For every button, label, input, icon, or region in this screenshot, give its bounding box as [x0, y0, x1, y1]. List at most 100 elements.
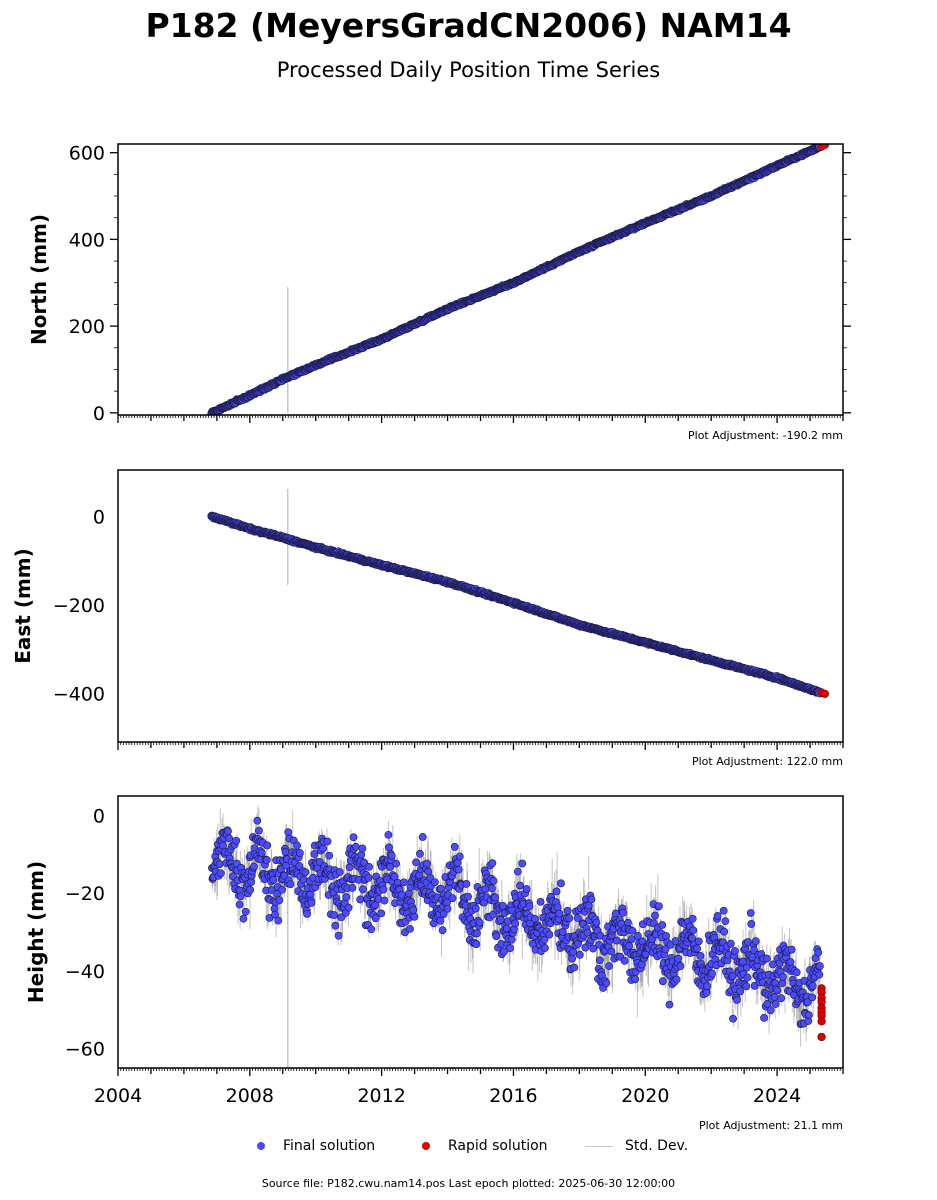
final-solution-point	[563, 906, 572, 915]
final-solution-point	[455, 852, 464, 861]
legend: Final solution Rapid solution Std. Dev.	[0, 1138, 937, 1158]
final-solution-point	[448, 894, 457, 903]
final-solution-point	[365, 862, 373, 871]
final-solution-point	[730, 947, 739, 955]
final-solution-point	[786, 958, 795, 967]
final-solution-point	[595, 956, 604, 965]
final-solution-point	[672, 975, 681, 984]
final-solution-point	[464, 892, 472, 901]
y-axis-label: North (mm)	[27, 214, 51, 345]
final-solution-point	[625, 942, 633, 950]
final-solution-point	[620, 956, 629, 965]
final-solution-point	[541, 944, 549, 952]
final-solution-point	[269, 875, 278, 884]
final-solution-point	[409, 905, 418, 914]
final-solution-point	[545, 930, 554, 939]
y-axis-label: East (mm)	[11, 548, 35, 664]
final-solution-point	[250, 862, 258, 871]
final-solution-point	[557, 879, 565, 888]
final-solution-point	[651, 911, 659, 920]
final-solution-point	[573, 914, 582, 922]
plot-frame	[117, 469, 844, 743]
final-solution-point	[568, 954, 576, 963]
final-solution-point	[583, 928, 592, 937]
final-solution-point	[808, 993, 817, 1002]
final-solution-point	[307, 898, 316, 907]
final-solution-point	[733, 996, 741, 1004]
final-solution-point	[658, 977, 667, 986]
final-solution-point	[771, 1000, 780, 1008]
final-solution-point	[565, 914, 574, 923]
final-solution-point	[766, 1006, 775, 1015]
final-solution-point	[342, 893, 351, 902]
final-solution-point	[703, 982, 711, 990]
final-solution-point	[676, 962, 685, 971]
final-solution-point	[634, 932, 642, 940]
final-solution-point	[325, 851, 334, 860]
final-solution-point	[450, 842, 459, 851]
final-solution-point	[295, 862, 304, 870]
final-solution-point	[335, 868, 344, 876]
final-solution-point	[499, 901, 507, 910]
final-solution-point	[743, 973, 752, 982]
final-solution-point	[558, 928, 567, 936]
final-solution-point	[728, 972, 737, 980]
final-solution-point	[694, 937, 703, 946]
final-solution-point	[241, 907, 250, 916]
final-solution-point	[377, 909, 386, 918]
final-solution-point	[416, 849, 424, 858]
final-solution-point	[286, 880, 295, 889]
legend-std-label: Std. Dev.	[625, 1138, 689, 1154]
final-solution-point	[236, 892, 245, 901]
final-solution-point	[506, 944, 515, 953]
final-solution-point	[246, 885, 254, 894]
final-solution-point	[742, 982, 751, 991]
final-solution-point	[688, 914, 697, 923]
final-solution-point	[569, 948, 578, 957]
final-solution-point	[364, 873, 373, 882]
final-solution-point	[331, 921, 340, 930]
final-solution-point	[592, 918, 601, 927]
y-tick-label: −60	[65, 1039, 105, 1061]
final-solution-point	[263, 841, 272, 850]
final-solution-point	[661, 945, 670, 954]
final-solution-point	[271, 910, 279, 919]
final-solution-point	[555, 909, 564, 918]
final-solution-point	[379, 885, 388, 894]
final-solution-point	[804, 1011, 813, 1019]
x-tick-label: 2020	[621, 1085, 669, 1107]
plot-adjustment-label: Plot Adjustment: 21.1 mm	[699, 1119, 843, 1132]
final-solution-point	[736, 987, 745, 996]
panel-1: 0 200 400 600 North (mm) Plot Adjustment: -19…	[27, 143, 851, 442]
final-solution-point	[293, 841, 302, 850]
final-solution-point	[303, 909, 311, 918]
final-solution-point	[392, 859, 401, 868]
y-axis-label: Height (mm)	[24, 861, 48, 1003]
final-solution-point	[787, 945, 796, 954]
final-solution-point	[267, 886, 276, 894]
final-solution-point	[602, 979, 611, 987]
final-solution-point	[438, 926, 447, 935]
plot-adjustment-label: Plot Adjustment: 122.0 mm	[692, 755, 843, 768]
final-solution-point	[462, 880, 471, 888]
final-solution-point	[729, 1014, 737, 1023]
final-solution-point	[281, 848, 290, 856]
final-solution-point	[721, 917, 730, 926]
final-solution-point	[344, 903, 353, 912]
final-solution-point	[726, 939, 735, 948]
chart-title: P182 (MeyersGradCN2006) NAM14	[145, 6, 792, 45]
legend-final-label: Final solution	[283, 1138, 376, 1154]
final-solution-point	[489, 877, 498, 885]
final-solution-point	[225, 834, 233, 843]
final-solution-point	[689, 926, 698, 935]
final-solution-point	[262, 856, 271, 864]
final-solution-point	[371, 914, 380, 923]
final-solution-point	[380, 896, 389, 905]
final-solution-point	[513, 867, 522, 876]
final-solution-point	[423, 859, 432, 868]
final-solution-point	[770, 993, 779, 1002]
final-solution-point	[500, 947, 508, 956]
final-solution-point	[367, 925, 376, 934]
final-solution-point	[384, 830, 393, 839]
